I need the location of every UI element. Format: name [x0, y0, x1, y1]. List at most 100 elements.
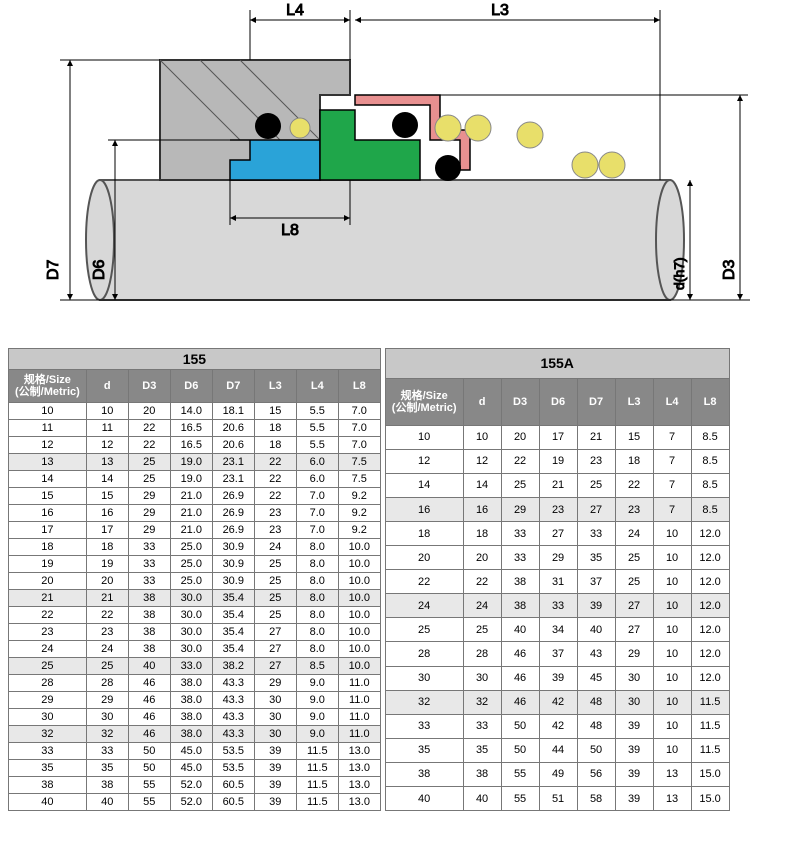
cell: 37	[539, 642, 577, 666]
cell: 19.0	[170, 454, 212, 471]
cell: 45	[577, 666, 615, 690]
cell: 9.2	[338, 505, 380, 522]
cell: 10	[385, 425, 463, 449]
cell: 29	[86, 692, 128, 709]
cell: 38.0	[170, 675, 212, 692]
table-row: 12122216.520.6185.57.0	[9, 437, 381, 454]
cell: 19	[9, 556, 87, 573]
cell: 8.0	[296, 590, 338, 607]
table-row: 3838554956391315.0	[385, 762, 729, 786]
cell: 12.0	[691, 594, 729, 618]
cell: 22	[385, 570, 463, 594]
cell: 10.0	[338, 556, 380, 573]
cell: 39	[254, 777, 296, 794]
cell: 29	[539, 546, 577, 570]
cell: 33	[86, 743, 128, 760]
cell: 19	[539, 449, 577, 473]
col-L8: L8	[691, 378, 729, 425]
cell: 43.3	[212, 709, 254, 726]
cell: 11.0	[338, 709, 380, 726]
cell: 10.0	[338, 624, 380, 641]
cell: 21	[539, 473, 577, 497]
cell: 15.0	[691, 762, 729, 786]
cell: 40	[86, 794, 128, 811]
cell: 10	[86, 403, 128, 420]
cell: 22	[254, 471, 296, 488]
cell: 28	[463, 642, 501, 666]
yellow-ball	[599, 152, 625, 178]
cell: 43.3	[212, 692, 254, 709]
cell: 18	[86, 539, 128, 556]
table-row: 23233830.035.4278.010.0	[9, 624, 381, 641]
cell: 42	[539, 714, 577, 738]
svg-text:D3: D3	[721, 259, 738, 280]
table-row: 15152921.026.9227.09.2	[9, 488, 381, 505]
cell: 7	[653, 425, 691, 449]
table-row: 22223830.035.4258.010.0	[9, 607, 381, 624]
cell: 16	[385, 498, 463, 522]
cell: 30.9	[212, 556, 254, 573]
cell: 35.4	[212, 590, 254, 607]
table-row: 20203325.030.9258.010.0	[9, 573, 381, 590]
cell: 9.0	[296, 726, 338, 743]
tables-container: 155规格/Size(公制/Metric)dD3D6D7L3L4L8101020…	[0, 340, 800, 819]
cell: 35	[86, 760, 128, 777]
cell: 38	[86, 777, 128, 794]
cell: 12.0	[691, 642, 729, 666]
table-row: 12122219231878.5	[385, 449, 729, 473]
col-D6: D6	[539, 378, 577, 425]
cell: 23	[254, 522, 296, 539]
cell: 22	[501, 449, 539, 473]
cell: 38	[128, 624, 170, 641]
col-D3: D3	[501, 378, 539, 425]
cell: 38	[9, 777, 87, 794]
cell: 52.0	[170, 777, 212, 794]
cell: 20	[86, 573, 128, 590]
table-row: 3535504450391011.5	[385, 738, 729, 762]
cell: 28	[9, 675, 87, 692]
cell: 50	[128, 760, 170, 777]
cell: 29	[615, 642, 653, 666]
col-d: d	[86, 370, 128, 403]
cell: 28	[86, 675, 128, 692]
cell: 10	[653, 714, 691, 738]
cell: 27	[577, 498, 615, 522]
cell: 7.0	[296, 505, 338, 522]
table-row: 10102014.018.1155.57.0	[9, 403, 381, 420]
cell: 22	[254, 454, 296, 471]
cell: 25	[254, 573, 296, 590]
svg-text:D7: D7	[45, 259, 62, 280]
table-row: 1818332733241012.0	[385, 522, 729, 546]
cell: 15	[615, 425, 653, 449]
cell: 33	[385, 714, 463, 738]
cell: 24	[86, 641, 128, 658]
cell: 16	[86, 505, 128, 522]
cell: 19	[86, 556, 128, 573]
cell: 23	[254, 505, 296, 522]
cell: 35	[577, 546, 615, 570]
svg-text:L8: L8	[281, 222, 299, 239]
cell: 25	[254, 590, 296, 607]
cell: 30	[254, 709, 296, 726]
cell: 11.5	[691, 714, 729, 738]
table-row: 16162921.026.9237.09.2	[9, 505, 381, 522]
cell: 50	[501, 738, 539, 762]
cell: 39	[615, 738, 653, 762]
cell: 22	[128, 420, 170, 437]
cell: 5.5	[296, 403, 338, 420]
cell: 32	[86, 726, 128, 743]
cell: 10.0	[338, 641, 380, 658]
cell: 7.0	[338, 403, 380, 420]
cell: 35.4	[212, 607, 254, 624]
cell: 13.0	[338, 743, 380, 760]
cell: 26.9	[212, 522, 254, 539]
cell: 25	[254, 556, 296, 573]
cell: 27	[254, 658, 296, 675]
cell: 23.1	[212, 471, 254, 488]
cell: 13.0	[338, 794, 380, 811]
cell: 60.5	[212, 794, 254, 811]
cell: 22	[254, 488, 296, 505]
cell: 10.0	[338, 590, 380, 607]
cell: 46	[128, 692, 170, 709]
black-ball	[435, 155, 461, 181]
